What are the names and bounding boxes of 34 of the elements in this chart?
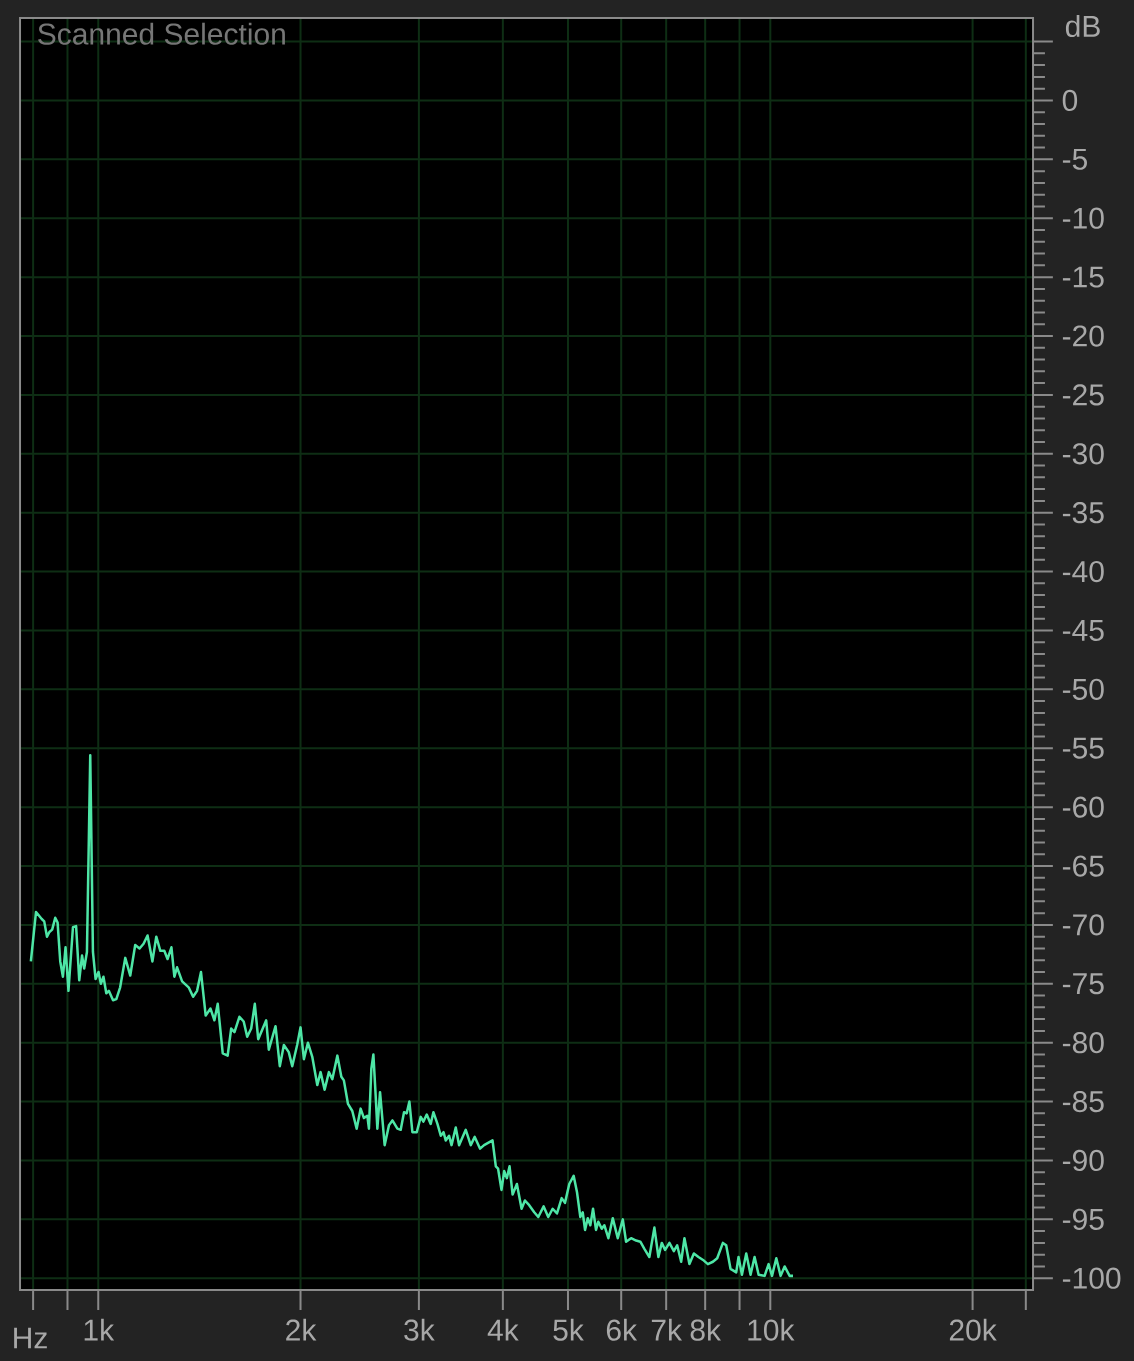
- y-tick-label: -50: [1062, 678, 1104, 700]
- x-tick-label: 5k: [553, 1318, 584, 1341]
- y-tick-label: -40: [1062, 560, 1104, 583]
- y-tick-label: -80: [1062, 1032, 1104, 1054]
- y-tick-label: -85: [1062, 1090, 1104, 1113]
- y-tick-label: -90: [1062, 1149, 1104, 1172]
- y-tick-label: -35: [1062, 502, 1104, 524]
- x-axis-title: Hz: [14, 1327, 47, 1349]
- x-tick-label: 4k: [487, 1318, 519, 1341]
- y-tick-label: -70: [1062, 914, 1104, 936]
- y-tick-label: -100: [1062, 1267, 1121, 1289]
- x-tick-label: 20k: [949, 1318, 997, 1341]
- chart-title: Scanned Selection: [38, 22, 285, 45]
- y-tick-label: -75: [1062, 973, 1104, 995]
- y-tick-label: -20: [1062, 325, 1104, 347]
- y-tick-label: -10: [1062, 207, 1104, 229]
- x-tick-label: 6k: [606, 1318, 638, 1341]
- y-tick-label: -30: [1062, 443, 1104, 465]
- x-tick-label: 2k: [286, 1318, 317, 1341]
- x-tick-label: 10k: [748, 1318, 795, 1341]
- x-tick-label: 7k: [651, 1318, 683, 1341]
- x-tick-label: 3k: [404, 1318, 435, 1341]
- x-tick-label: 1k: [84, 1318, 115, 1341]
- y-tick-label: -15: [1062, 266, 1104, 288]
- y-tick-label: 0: [1062, 89, 1078, 112]
- y-tick-label: -60: [1062, 796, 1104, 818]
- y-tick-label: -5: [1062, 148, 1088, 170]
- y-tick-label: -45: [1062, 619, 1104, 641]
- y-tick-label: -95: [1062, 1208, 1104, 1230]
- y-tick-label: -25: [1062, 384, 1104, 406]
- y-tick-label: -55: [1062, 737, 1104, 759]
- x-tick-label: 8k: [690, 1318, 722, 1341]
- y-axis-title: dB: [1065, 14, 1100, 38]
- y-tick-label: -65: [1062, 855, 1104, 877]
